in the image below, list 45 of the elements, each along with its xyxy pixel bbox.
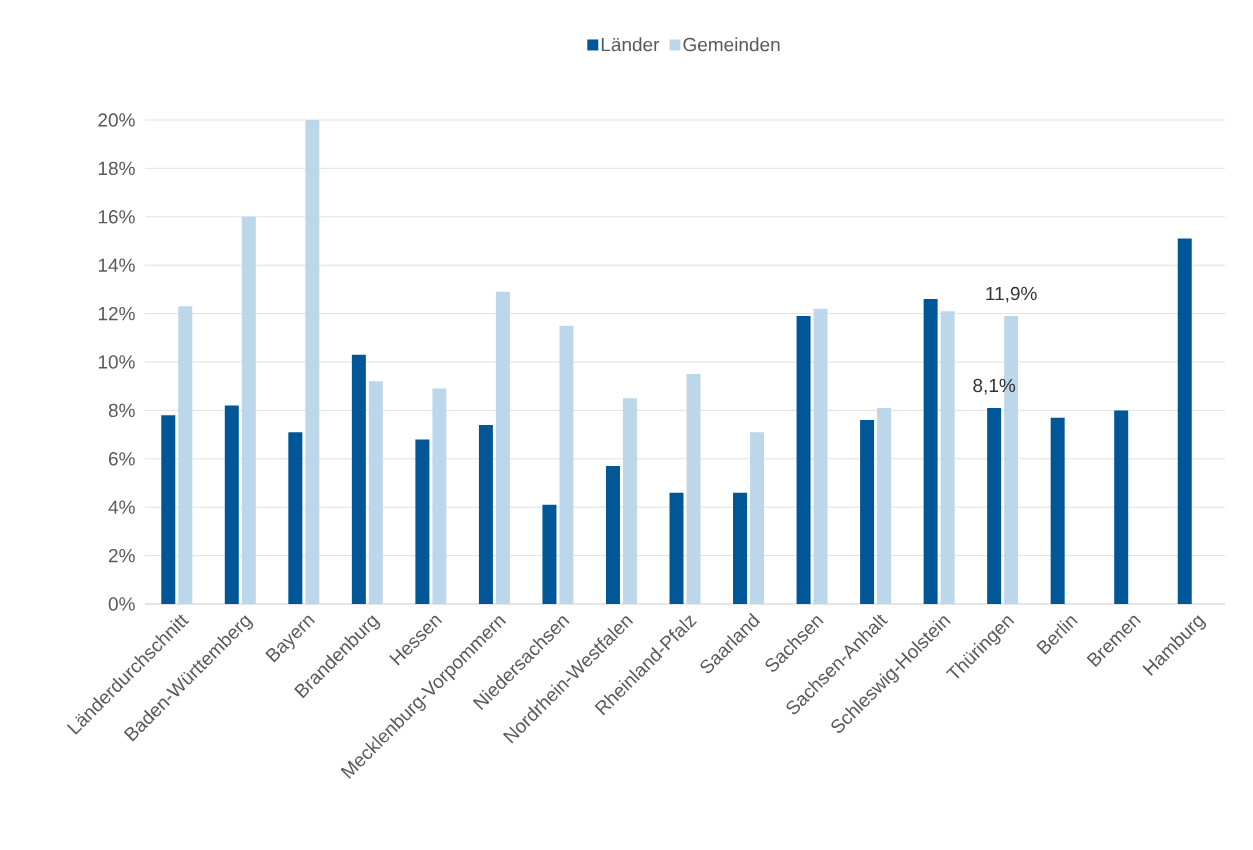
y-tick-label: 2%	[108, 548, 135, 563]
bar	[877, 407, 892, 604]
bar	[478, 424, 493, 604]
bar	[813, 308, 828, 604]
bar	[733, 492, 748, 604]
bar	[241, 216, 256, 604]
bar	[686, 374, 701, 604]
bar	[288, 432, 303, 604]
data-label: 8,1%	[973, 378, 1016, 395]
bar	[987, 407, 1002, 604]
bar	[495, 291, 510, 604]
bar	[669, 492, 684, 604]
bar	[860, 420, 875, 604]
bar	[1177, 238, 1192, 604]
y-tick-label: 10%	[98, 355, 135, 369]
bar	[178, 306, 193, 604]
bar	[368, 381, 383, 604]
bar	[940, 311, 955, 604]
bar	[542, 504, 557, 604]
y-tick-label: 0%	[108, 597, 135, 611]
y-tick-label: 6%	[108, 452, 135, 466]
y-tick-label: 18%	[98, 161, 135, 176]
bar	[923, 299, 938, 604]
legend-label: Länder	[601, 37, 660, 52]
y-tick-label: 14%	[98, 258, 135, 272]
bar	[161, 415, 176, 604]
bar	[432, 388, 447, 604]
y-tick-label: 4%	[108, 500, 135, 514]
bar	[750, 432, 765, 604]
y-tick-label: 20%	[98, 113, 135, 127]
y-tick-label: 8%	[108, 403, 135, 418]
data-label: 11,9%	[986, 286, 1037, 303]
legend-label: Gemeinden	[683, 37, 780, 52]
bar	[559, 325, 574, 604]
bar	[224, 405, 239, 604]
bar	[305, 119, 320, 604]
bar	[605, 466, 620, 604]
y-tick-label: 16%	[98, 210, 135, 224]
bar	[415, 439, 430, 604]
bar	[1114, 410, 1129, 604]
bar	[796, 316, 811, 604]
y-tick-label: 12%	[98, 306, 135, 321]
bar	[1050, 417, 1065, 604]
bar	[622, 398, 637, 604]
bar	[351, 354, 366, 604]
